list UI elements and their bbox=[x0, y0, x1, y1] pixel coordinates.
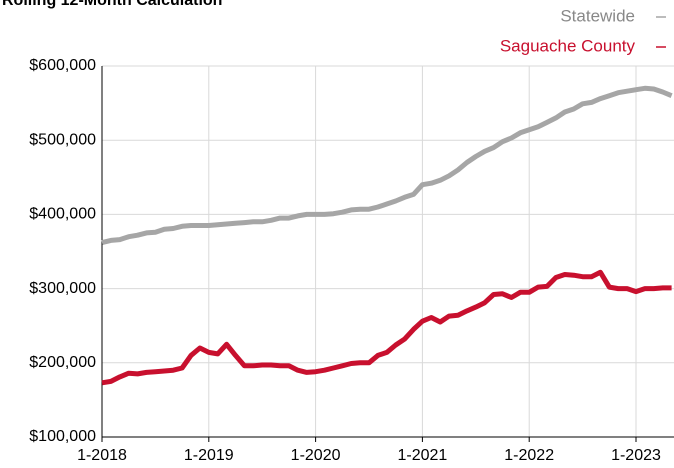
y-tick-label: $400,000 bbox=[29, 206, 96, 223]
legend-label: Saguache County bbox=[500, 36, 636, 55]
y-tick-label: $100,000 bbox=[29, 428, 96, 445]
y-tick-label: $300,000 bbox=[29, 280, 96, 297]
x-tick-label: 1-2021 bbox=[397, 447, 447, 464]
x-tick-label: 1-2022 bbox=[504, 447, 554, 464]
chart-title: Rolling 12-Month Calculation bbox=[2, 0, 222, 9]
y-tick-label: $200,000 bbox=[29, 354, 96, 371]
x-tick-label: 1-2018 bbox=[77, 447, 127, 464]
x-tick-label: 1-2020 bbox=[291, 447, 341, 464]
series-line bbox=[101, 269, 672, 386]
y-tick-label: $600,000 bbox=[29, 57, 96, 74]
x-tick-label: 1-2023 bbox=[611, 447, 661, 464]
series-line bbox=[101, 85, 673, 246]
x-tick-label: 1-2019 bbox=[184, 447, 234, 464]
y-tick-label: $500,000 bbox=[29, 131, 96, 148]
legend-label: Statewide bbox=[560, 6, 635, 25]
